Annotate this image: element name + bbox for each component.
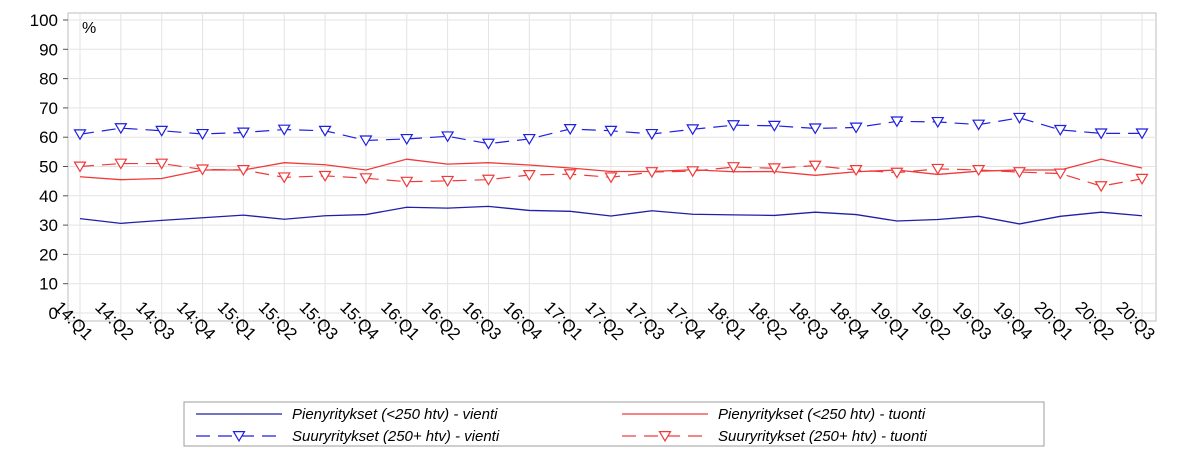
data-point-marker [972,119,986,131]
legend-marker [658,431,672,443]
data-point-marker [236,127,250,139]
data-point-marker [195,164,210,176]
series-layer [73,112,1149,225]
legend-item: Suuryritykset (250+ htv) - vienti [196,428,500,445]
data-point-marker [808,160,822,172]
data-point-marker [849,122,863,134]
y-tick-label: 100 [30,11,58,30]
data-point-marker [563,123,577,136]
y-tick-label: 20 [39,245,58,264]
data-point-marker [522,169,536,182]
data-point-marker [359,173,373,185]
y-tick-label: 10 [39,275,58,294]
data-point-marker [726,162,741,174]
y-tick-label: 30 [39,216,58,235]
legend-label: Suuryritykset (250+ htv) - vienti [292,428,500,445]
data-point-marker [481,174,496,186]
y-tick-label: 50 [39,158,58,177]
data-point-marker [1012,167,1027,179]
y-axis: 0 10 20 30 40 50 60 70 80 90 100 [30,11,68,323]
data-point-marker [114,158,128,170]
data-point-marker [73,161,87,173]
data-point-marker [1053,168,1067,180]
data-point-marker [563,169,577,181]
data-point-marker [767,120,781,132]
data-point-marker [890,167,904,179]
data-point-marker [155,158,169,170]
data-point-marker [972,165,986,177]
series-line [79,205,1143,225]
data-point-marker [318,125,332,137]
data-point-marker [931,116,945,129]
data-point-marker [236,165,250,177]
y-tick-label: 0 [49,304,58,323]
data-point-marker [277,172,291,184]
legend-box [183,401,1045,447]
data-point-marker [318,170,332,183]
unit-label: % [82,20,96,37]
data-point-marker [849,165,863,177]
data-point-marker [1135,128,1149,140]
y-tick-label: 70 [39,99,58,118]
data-point-marker [1135,173,1149,185]
data-point-marker [890,116,904,128]
legend-label: Pienyritykset (<250 htv) - vienti [292,406,498,423]
data-point-marker [359,135,373,147]
data-point-marker [1094,181,1108,193]
data-point-marker [686,124,700,136]
data-point-marker [686,166,700,178]
data-point-marker [645,167,659,179]
data-point-marker [441,175,455,187]
data-point-marker [400,176,414,188]
data-point-marker [808,123,822,135]
legend-label: Suuryritykset (250+ htv) - tuonti [718,428,928,445]
series-group [79,205,1143,225]
data-point-marker [767,163,781,175]
data-point-marker [726,120,741,132]
legend: Pienyritykset (<250 htv) - vienti Pienyri… [183,401,1045,447]
data-point-marker [1012,112,1027,124]
y-tick-label: 90 [39,40,58,59]
data-point-marker [277,124,291,136]
data-point-marker [645,128,659,141]
legend-item: Pienyritykset (<250 htv) - tuonti [622,406,926,423]
series-line [79,158,1143,181]
data-point-marker [114,123,128,135]
data-point-marker [604,125,618,137]
data-point-marker [400,133,414,146]
legend-label: Pienyritykset (<250 htv) - tuonti [718,406,926,423]
series-group [73,112,1149,150]
legend-marker [232,431,246,443]
data-point-marker [522,133,536,146]
data-point-marker [73,129,87,141]
data-point-marker [1094,128,1108,140]
legend-item: Pienyritykset (<250 htv) - vienti [196,406,498,423]
data-point-marker [604,172,618,184]
y-tick-label: 80 [39,70,58,89]
y-tick-label: 60 [39,128,58,147]
data-point-marker [1053,124,1067,137]
data-point-marker [155,125,169,137]
legend-item: Suuryritykset (250+ htv) - tuonti [622,428,928,445]
data-point-marker [931,163,945,175]
data-point-marker [195,128,210,141]
series-group [73,158,1149,193]
data-point-marker [481,138,496,150]
data-point-marker [441,131,455,143]
y-tick-label: 40 [39,187,58,206]
series-group [79,158,1143,181]
